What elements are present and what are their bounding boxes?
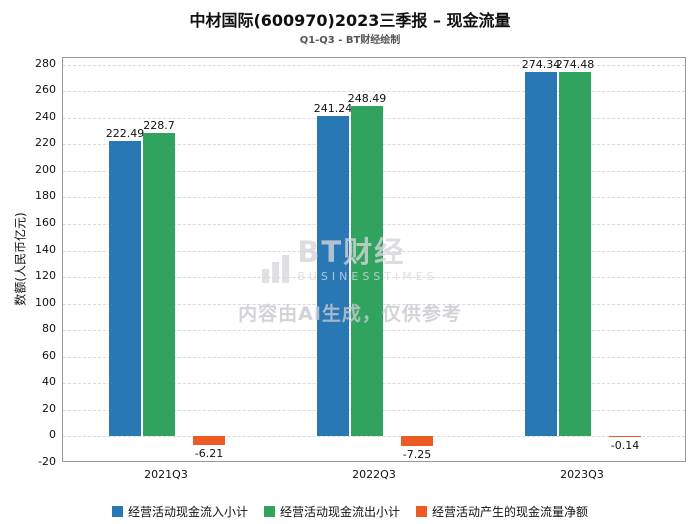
gridline	[63, 64, 685, 66]
y-axis-tick-label: 240	[35, 109, 56, 123]
legend-label: 经营活动现金流入小计	[127, 505, 248, 519]
bar-value-label: -0.14	[610, 439, 640, 453]
y-axis-tick-label: 260	[35, 83, 56, 97]
bar-2023Q3-series2	[559, 71, 591, 437]
bar-2022Q3-series1	[317, 116, 349, 437]
y-axis-tick-label: 140	[35, 242, 56, 256]
y-axis-tick-label: 120	[35, 269, 56, 283]
gridline	[63, 91, 685, 93]
y-axis-tick-label: 60	[42, 348, 56, 362]
legend-label: 经营活动现金流出小计	[279, 505, 400, 519]
bar-2023Q3-series3	[609, 436, 641, 438]
bar-value-label: 274.48	[555, 57, 595, 71]
legend-item: 经营活动现金流入小计	[111, 503, 248, 520]
y-axis-tick-label: 160	[35, 215, 56, 229]
bar-value-label: -6.21	[194, 446, 224, 460]
bar-2021Q3-series3	[193, 436, 225, 445]
bar-2022Q3-series3	[401, 436, 433, 447]
legend-label: 经营活动产生的现金流量净额	[432, 505, 589, 519]
y-axis-tick-label: -20	[38, 455, 56, 468]
y-axis-tick-label: 280	[35, 56, 56, 70]
bar-2023Q3-series1	[525, 72, 557, 437]
legend-swatch	[111, 506, 123, 517]
y-axis-tick-label: 100	[35, 295, 56, 309]
y-axis-tick-label: 200	[35, 162, 56, 176]
y-axis-tick-label: 80	[42, 322, 56, 336]
legend: 经营活动现金流入小计 经营活动现金流出小计 经营活动产生的现金流量净额	[0, 503, 700, 520]
y-axis-tick-label: 220	[35, 136, 56, 150]
bar-2021Q3-series1	[109, 141, 141, 437]
legend-item: 经营活动产生的现金流量净额	[416, 503, 588, 520]
plot-area: 222.49 228.7 -6.21 241.24 248.49 -7.25 274.34 2…	[62, 57, 686, 462]
legend-swatch	[416, 506, 427, 517]
y-axis-tick-label: 40	[42, 375, 56, 389]
x-axis-tick-label: 2022Q3	[352, 468, 396, 481]
bar-2021Q3-series2	[143, 132, 175, 437]
x-axis-tick-label: 2023Q3	[560, 468, 604, 481]
x-axis-tick-label: 2021Q3	[144, 468, 188, 481]
chart-subtitle: Q1-Q3 - BT财经绘制	[299, 35, 401, 46]
bar-2022Q3-series2	[351, 106, 383, 437]
legend-item: 经营活动现金流出小计	[263, 503, 400, 520]
bar-value-label: 222.49	[105, 127, 145, 140]
gridline	[63, 436, 685, 438]
y-axis-tick-label: 20	[42, 401, 56, 415]
bar-value-label: 248.49	[347, 92, 387, 106]
y-axis-tick-label: 0	[49, 428, 56, 442]
y-axis-tick-label: 180	[35, 189, 56, 203]
legend-swatch	[263, 506, 275, 517]
bar-value-label: 228.7	[143, 118, 175, 132]
bar-value-label: 241.24	[313, 102, 353, 116]
bar-value-label: -7.25	[402, 448, 432, 462]
chart-title: 中材国际(600970)2023三季报 – 现金流量	[189, 11, 511, 30]
bar-value-label: 274.34	[521, 58, 561, 72]
